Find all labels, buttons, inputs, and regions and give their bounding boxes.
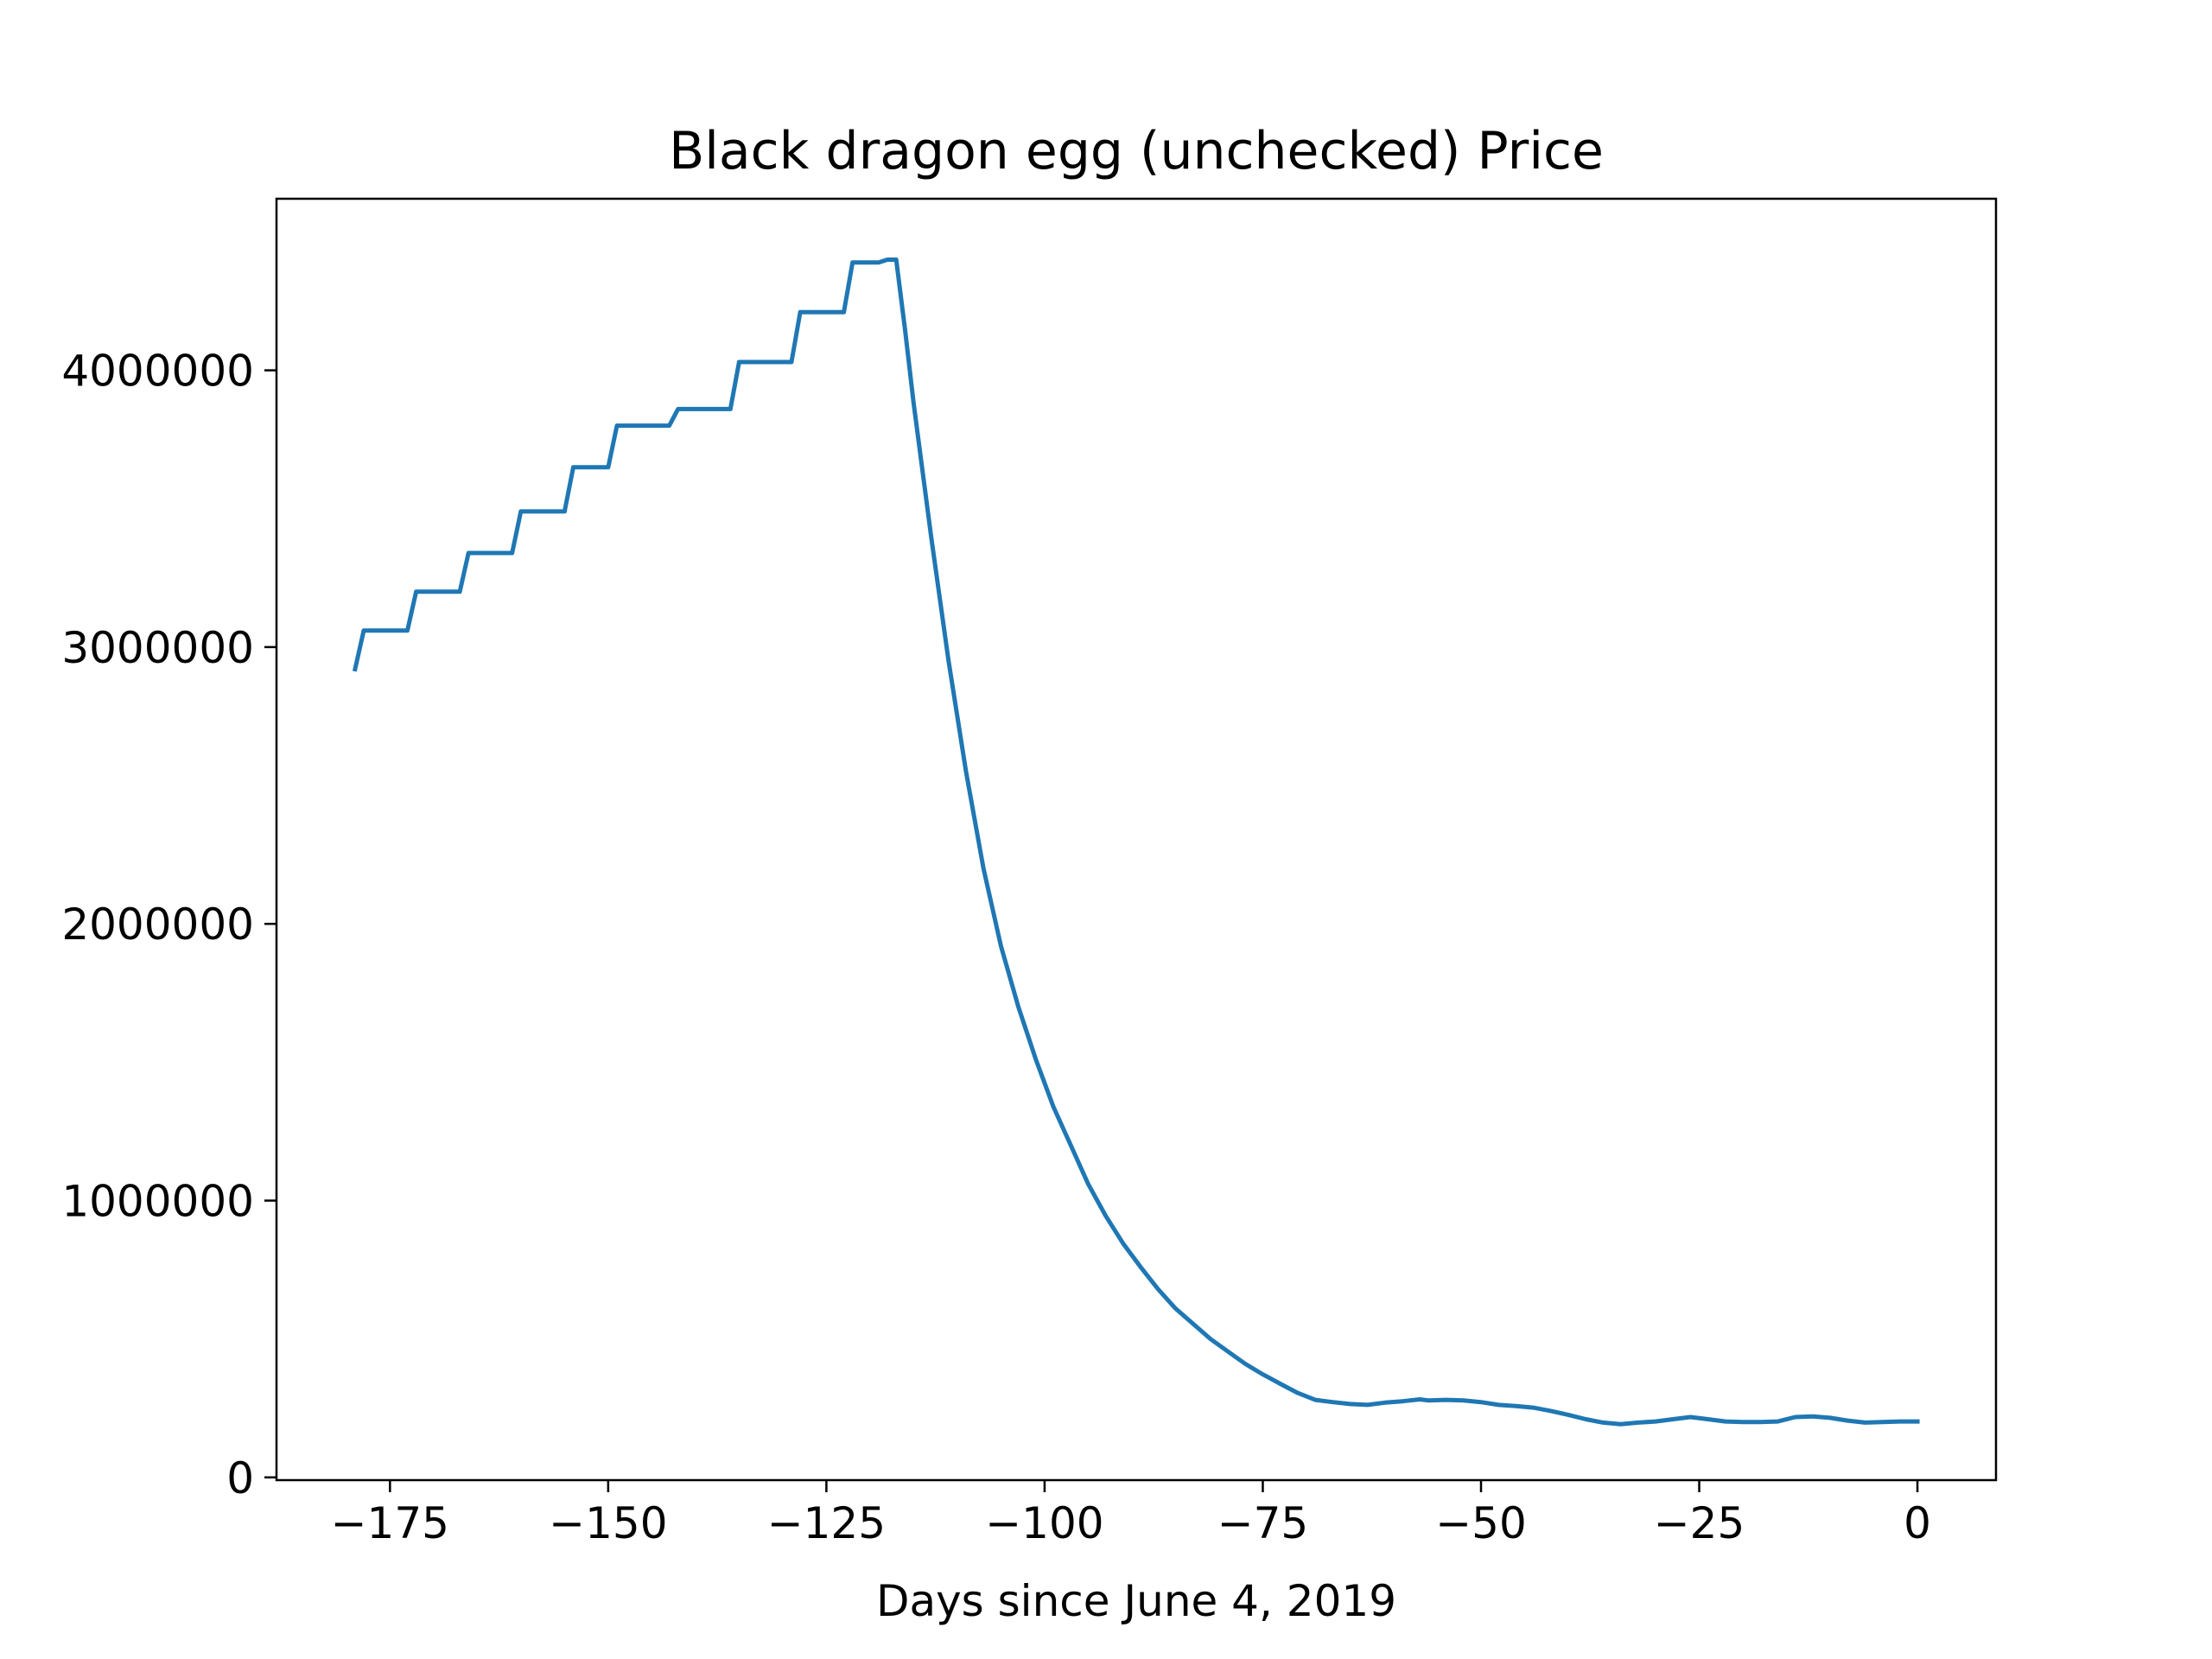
x-tick-label: 0 — [1904, 1498, 1931, 1548]
x-tick-label: −150 — [549, 1498, 667, 1548]
x-tick-label: −125 — [767, 1498, 886, 1548]
y-tick-label: 0 — [226, 1453, 254, 1503]
chart-title: Black dragon egg (unchecked) Price — [669, 121, 1604, 181]
x-axis-label: Days since June 4, 2019 — [876, 1576, 1396, 1626]
plot-area — [276, 199, 1996, 1480]
price-series-line — [352, 257, 1920, 1427]
series-layer — [352, 257, 1920, 1427]
x-tick-label: −100 — [985, 1498, 1103, 1548]
y-tick-label: 4000000 — [61, 346, 254, 397]
x-axis-ticks: −175 −150 −125 −100 −75 −50 −25 0 — [331, 1480, 1931, 1548]
x-tick-label: −50 — [1435, 1498, 1527, 1548]
y-tick-label: 2000000 — [61, 899, 254, 950]
plot-frame — [275, 197, 1998, 1482]
x-tick-label: −25 — [1654, 1498, 1745, 1548]
y-tick-label: 1000000 — [61, 1176, 254, 1226]
y-axis-ticks: 0 1000000 2000000 3000000 4000000 — [61, 346, 276, 1503]
y-tick-label: 3000000 — [61, 623, 254, 673]
x-tick-label: −175 — [331, 1498, 449, 1548]
x-tick-label: −75 — [1217, 1498, 1309, 1548]
